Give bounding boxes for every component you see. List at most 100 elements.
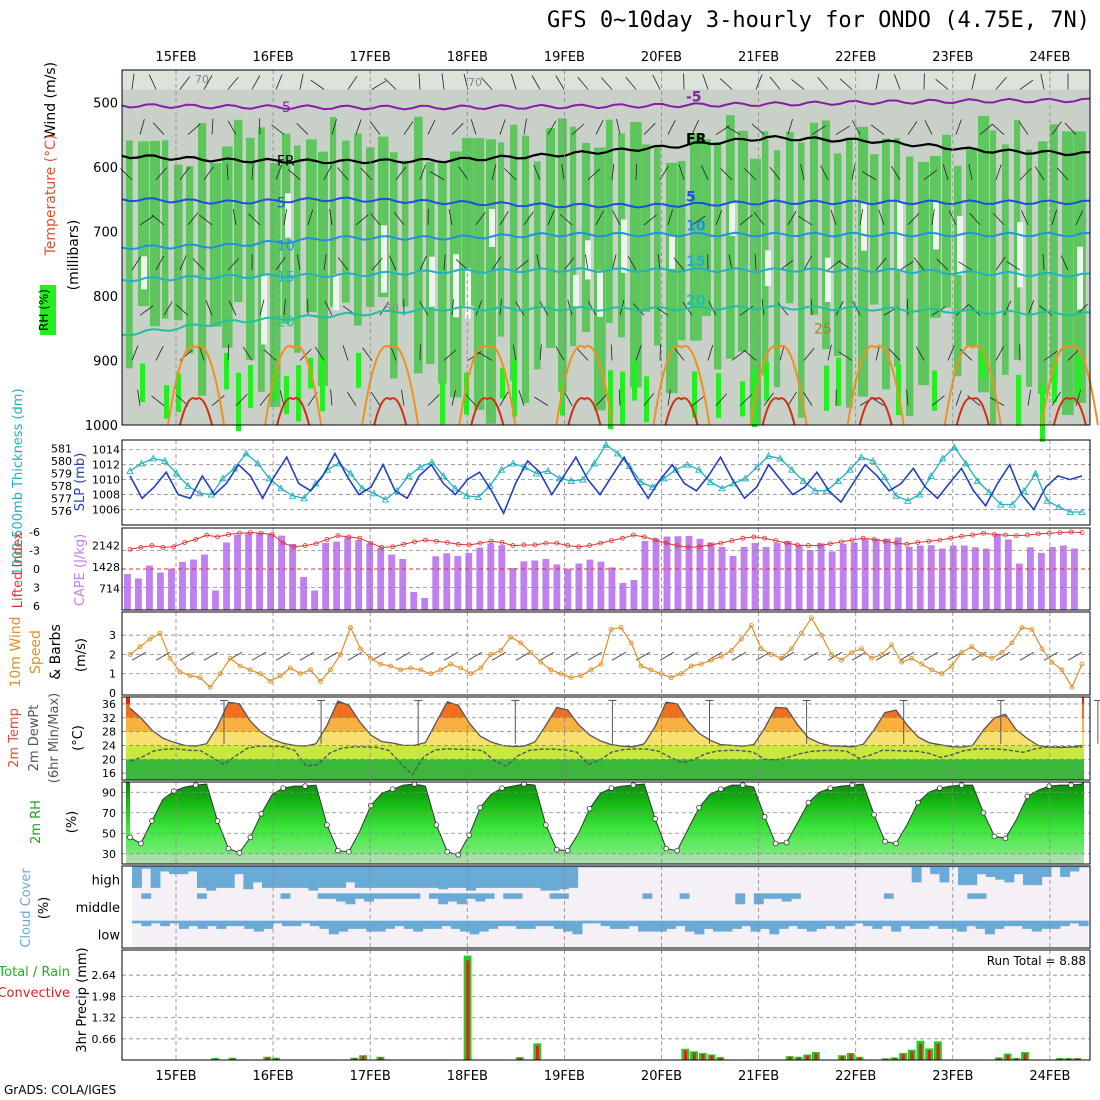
wind-barb (296, 254, 301, 271)
wind-barb (515, 301, 525, 316)
wind-barb (715, 209, 723, 226)
thickness-marker (346, 469, 355, 477)
wind-speed-marker (448, 661, 454, 667)
lifted-index-marker (269, 532, 275, 537)
cloud-cell (347, 920, 358, 929)
cape-lifted-index-panel: -6 -3 0 3 6 714 1428 2142 Lifted Index CAPE (J/kg… (11, 526, 1091, 613)
wind-barb (632, 303, 645, 316)
rh-saturated (1040, 385, 1045, 442)
dewpoint-line (129, 745, 1083, 776)
cloud-cell (938, 920, 949, 929)
rh-marker (915, 799, 921, 806)
thickness-marker (996, 500, 1005, 508)
cloud-cell (763, 866, 774, 868)
slp-tick: 1014 (92, 444, 120, 457)
wind-barb (151, 395, 165, 406)
rh-dry (333, 274, 339, 311)
cloud-cell (781, 866, 792, 868)
wind-barb (203, 75, 213, 90)
wind-barb (228, 300, 237, 316)
rh-band (330, 117, 337, 307)
cloud-cell (947, 920, 958, 929)
lifted-index-marker (182, 540, 188, 545)
lifted-index-marker (981, 530, 986, 536)
rh-dry (765, 250, 771, 287)
date-label-top: 18FEB (447, 50, 488, 65)
isotherm-line (121, 97, 1091, 111)
isotherm-label: 25 (814, 321, 832, 337)
wind-barb (1067, 348, 1080, 361)
cloud-cell (299, 866, 309, 888)
cape-bar (564, 568, 572, 610)
rh-marker (630, 782, 637, 788)
thickness-marker (811, 486, 819, 494)
rh-marker (499, 785, 505, 791)
cloud-cell (234, 866, 244, 875)
cape-bar (1059, 545, 1067, 610)
cape-bar (597, 561, 605, 610)
rh-dry (573, 275, 579, 307)
wind-barb (777, 302, 789, 316)
cape-bar (410, 592, 418, 610)
wind-barb (891, 166, 901, 180)
wind-barb (811, 125, 826, 135)
cloud-cell (591, 920, 602, 924)
ylabel-rh: RH (%) (37, 289, 51, 331)
wind-barb (763, 392, 774, 406)
wind-barb (739, 394, 752, 406)
wind-speed-marker (428, 671, 434, 677)
li-tick: 6 (33, 600, 40, 613)
thickness-marker (602, 440, 610, 448)
cloud-cell (772, 866, 783, 868)
thickness-marker (137, 459, 146, 467)
rh-tick: 30 (102, 848, 116, 861)
wind-barb-10m (203, 651, 219, 661)
thickness-marker (764, 452, 773, 459)
lifted-index-marker (291, 544, 297, 550)
wind-barb (851, 163, 856, 180)
cape-bar (718, 547, 726, 610)
rh-line (129, 783, 1083, 856)
cloud-cell (132, 920, 142, 924)
wind-barb (163, 301, 173, 316)
wind-barb (534, 396, 549, 406)
wind-barb (226, 163, 229, 180)
lifted-index-marker (247, 530, 253, 536)
lifted-index-marker (357, 535, 363, 541)
rh-marker (586, 805, 593, 812)
wind-barb (1003, 300, 1012, 316)
time-axes: 15FEB 15FEB 16FEB 16FEB 17FEB 17FEB 18FEB 18FEB… (155, 50, 1070, 1084)
wind-barb (979, 124, 993, 135)
wind-barb (563, 391, 573, 406)
wind-barb (331, 119, 337, 135)
cape-bar (201, 554, 208, 610)
wind-speed-marker (738, 636, 744, 642)
rh-marker (882, 838, 888, 845)
cloud-cell (769, 920, 780, 935)
isotherm-25 (167, 345, 225, 426)
lifted-index-marker (368, 540, 374, 546)
cloud-cell (354, 893, 365, 899)
wind-barb-10m (275, 651, 291, 661)
cape-bar (938, 548, 946, 610)
rh-marker (739, 782, 746, 788)
thickness-marker (172, 469, 181, 477)
lifted-index-marker (466, 542, 472, 548)
cape-frame (121, 527, 1091, 611)
cape-bar (465, 553, 473, 610)
wind-speed-marker (177, 669, 183, 675)
pressure-tick: 500 (93, 96, 118, 111)
precip-convective-bar (213, 1058, 217, 1060)
wind-speed-marker (859, 646, 864, 652)
cloud-cell (900, 920, 911, 927)
wind-tick: 0 (109, 687, 116, 700)
cloud-cell (413, 920, 424, 932)
wind-speed-marker (317, 678, 323, 684)
wind-barb (388, 255, 397, 271)
wind-barb (355, 214, 369, 226)
isotherm-label: 10 (686, 219, 706, 235)
thickness-tick: 578 (51, 480, 72, 493)
wind-barb (852, 120, 861, 135)
cloud-cell (726, 866, 736, 868)
wind-speed-marker (949, 663, 955, 669)
